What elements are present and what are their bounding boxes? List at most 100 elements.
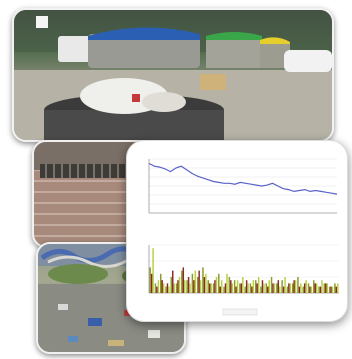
bar-chart-bar — [226, 273, 228, 293]
bar-chart-bar — [175, 283, 178, 293]
bar-chart-bar — [207, 280, 209, 293]
bar-chart-bar — [236, 280, 239, 293]
bar-chart-bar — [162, 283, 165, 293]
bar-chart-bar — [319, 286, 322, 293]
bar-chart-bar — [323, 283, 326, 293]
bar-chart-bar — [198, 270, 200, 293]
bar-chart-bar — [293, 280, 295, 293]
bar-chart-bar — [310, 286, 313, 293]
bar-chart-bar — [165, 286, 167, 293]
bar-chart-bar — [240, 283, 243, 293]
bar-chart-bar — [196, 277, 199, 293]
bar-chart-bar — [273, 283, 276, 293]
bar-chart-bar — [231, 283, 234, 293]
bar-chart-bar — [281, 280, 283, 293]
bar-chart-bar — [257, 277, 260, 293]
bar-chart-bar — [220, 280, 223, 293]
bar-chart-bar — [330, 286, 332, 293]
bar-chart-bar — [177, 280, 179, 293]
chart-card — [126, 140, 348, 322]
bar-chart-bar — [307, 283, 310, 293]
bar-chart-bar — [239, 283, 241, 293]
bar-chart-bar — [298, 286, 301, 293]
bar-chart-bar — [318, 286, 320, 293]
bar-chart-bar — [168, 286, 170, 293]
bar-chart-bar — [242, 277, 244, 293]
bar-chart-bar — [334, 283, 336, 293]
bar-chart-bar — [270, 277, 273, 293]
bar-chart-bar — [212, 283, 215, 293]
bar-chart-bar — [223, 286, 225, 293]
bar-chart-bar — [328, 286, 331, 293]
bar-chart-bar — [335, 286, 338, 293]
bar-chart-bar — [291, 283, 294, 293]
bar-chart-bar — [224, 283, 227, 293]
bar-chart-bar — [149, 267, 151, 293]
bar-chart-bar — [203, 277, 206, 293]
bar-chart-bar — [218, 273, 220, 293]
bar-chart-bar — [265, 283, 268, 293]
bar-chart-bar — [178, 277, 181, 293]
bar-chart-bar — [187, 277, 190, 293]
bar-chart-bar — [189, 283, 191, 293]
bar-chart-bar — [300, 283, 302, 293]
bar-chart-bar — [272, 283, 274, 293]
bar-chart-bar — [309, 286, 311, 293]
photo-waste-containers — [12, 8, 334, 142]
bar-chart-bar — [255, 280, 257, 293]
bar-chart-bar — [170, 277, 173, 293]
bar-chart-bar — [210, 283, 212, 293]
bar-chart-bar — [219, 286, 221, 293]
bar-chart-bar — [279, 286, 281, 293]
bar-chart-bar — [184, 280, 186, 293]
bar-chart-bar — [302, 286, 304, 293]
bar-chart-bar — [305, 280, 307, 293]
bar-chart-bar — [326, 283, 329, 293]
bar-chart-bar — [199, 280, 202, 293]
bar-chart-bar — [286, 286, 289, 293]
bar-chart-bar — [260, 286, 262, 293]
bar-chart-bar — [244, 286, 246, 293]
bar-chart-bar — [256, 283, 258, 293]
bar-chart-bar — [193, 280, 195, 293]
bar-chart-bar — [214, 280, 216, 293]
bar-chart-bar — [294, 280, 297, 293]
bar-chart-bar — [154, 283, 157, 293]
bar-chart-bar — [233, 280, 236, 293]
bar-chart-bar — [282, 286, 285, 293]
bar-chart-bar — [202, 267, 204, 293]
bar-chart-bar — [173, 283, 175, 293]
bar-chart-bar — [315, 283, 318, 293]
bar-chart-bar — [288, 283, 290, 293]
bar-chart-bar — [166, 283, 169, 293]
waste-containers-scene — [14, 10, 332, 140]
bar-chart-bar — [186, 280, 188, 293]
bar-chart-bar — [181, 270, 183, 293]
bar-chart-bar — [156, 286, 158, 293]
bar-chart-bar — [297, 277, 299, 293]
bar-chart-bar — [249, 283, 252, 293]
bar-chart-bar — [263, 283, 265, 293]
bar-chart-bar — [157, 280, 160, 293]
bar-chart-legend — [222, 308, 258, 316]
bar-chart-bar — [331, 286, 334, 293]
bar-chart-bar — [215, 277, 218, 293]
bar-chart-bar — [276, 283, 278, 293]
bar-chart-bar — [205, 273, 207, 293]
charts-svg — [148, 158, 339, 316]
bar-chart-bar — [261, 280, 264, 293]
bar-chart-bar — [251, 286, 253, 293]
bar-chart-bar — [194, 270, 197, 293]
bar-chart-bar — [337, 283, 339, 293]
bar-chart-bar — [267, 286, 269, 293]
bar-chart-bar — [284, 277, 286, 293]
bar-chart-bar — [321, 280, 323, 293]
bar-chart-bar — [277, 280, 280, 293]
bar-chart-bar — [252, 280, 255, 293]
bar-chart-bar — [325, 283, 327, 293]
bar-chart-bar — [303, 283, 306, 293]
bar-chart-bar — [313, 280, 315, 293]
bar-chart-bar — [230, 280, 232, 293]
bar-chart-bar — [208, 283, 211, 293]
bar-chart-bar — [172, 270, 174, 293]
